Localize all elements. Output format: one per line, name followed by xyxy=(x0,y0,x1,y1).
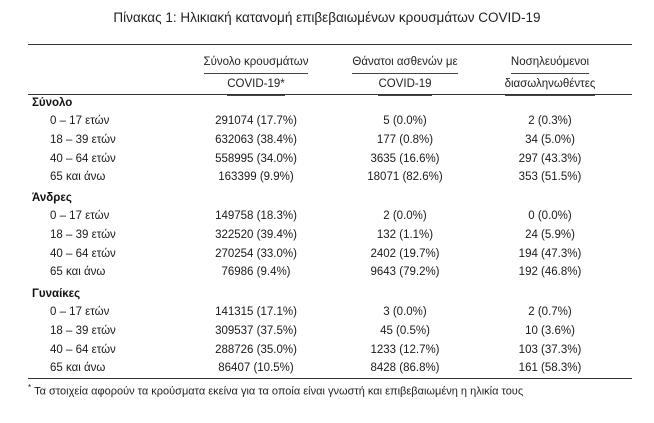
age-cell: 0 – 17 ετών xyxy=(50,306,110,318)
table-row: 40 – 64 ετών 288726 (35.0%) 1233 (12.7%) 10… xyxy=(0,344,654,361)
column-header-intubated-line1: Νοσηλευόμενοι xyxy=(510,52,590,74)
footnote-text: Τα στοιχεία αφορούν τα κρούσματα εκείνα … xyxy=(34,385,524,398)
table-row: 65 και άνω 163399 (9.9%) 18071 (82.6%) 353 … xyxy=(0,171,654,188)
age-cell: 65 και άνω xyxy=(50,266,106,279)
cases-cell: 141315 (17.1%) xyxy=(215,306,297,318)
deaths-cell: 1233 (12.7%) xyxy=(370,343,440,356)
cases-cell: 149758 (18.3%) xyxy=(215,210,297,222)
column-header-deaths-line2: COVID-19 xyxy=(378,74,432,96)
cases-cell: 270254 (33.0%) xyxy=(215,247,297,260)
intubated-cell: 192 (46.8%) xyxy=(518,266,582,279)
table-header-rule xyxy=(28,94,632,95)
table-top-rule xyxy=(28,44,632,45)
section-label: Γυναίκες xyxy=(32,288,81,300)
age-cell: 65 και άνω xyxy=(50,171,106,184)
intubated-cell: 161 (58.3%) xyxy=(518,362,582,375)
age-cell: 0 – 17 ετών xyxy=(50,210,110,222)
intubated-cell: 2 (0.3%) xyxy=(528,115,572,127)
table-row: 0 – 17 ετών 141315 (17.1%) 3 (0.0%) 2 (0.7%… xyxy=(0,306,654,323)
table-row: 18 – 39 ετών 322520 (39.4%) 132 (1.1%) 24 (… xyxy=(0,229,654,246)
table-row: 0 – 17 ετών 149758 (18.3%) 2 (0.0%) 0 (0.0%… xyxy=(0,210,654,227)
deaths-cell: 3635 (16.6%) xyxy=(370,152,440,165)
intubated-cell: 24 (5.9%) xyxy=(525,228,575,241)
column-header-cases: Σύνολο κρουσμάτων COVID-19* xyxy=(186,52,326,96)
column-header-deaths-line1: Θάνατοι ασθενών με xyxy=(352,52,458,74)
table-row: 40 – 64 ετών 270254 (33.0%) 2402 (19.7%) 19… xyxy=(0,248,654,265)
table-row: 65 και άνω 76986 (9.4%) 9643 (79.2%) 192 (4… xyxy=(0,266,654,283)
cases-cell: 163399 (9.9%) xyxy=(218,171,294,184)
table-row: 65 και άνω 86407 (10.5%) 8428 (86.8%) 161 (… xyxy=(0,362,654,379)
cases-cell: 288726 (35.0%) xyxy=(215,343,297,356)
deaths-cell: 177 (0.8%) xyxy=(376,133,434,146)
intubated-cell: 34 (5.0%) xyxy=(525,133,575,146)
column-header-intubated-line2: διασωληνωθέντες xyxy=(504,74,596,96)
cases-cell: 76986 (9.4%) xyxy=(221,266,291,279)
intubated-cell: 194 (47.3%) xyxy=(518,247,582,260)
age-cell: 40 – 64 ετών xyxy=(50,343,116,356)
intubated-cell: 10 (3.6%) xyxy=(525,324,575,337)
intubated-cell: 103 (37.3%) xyxy=(518,343,582,356)
age-cell: 40 – 64 ετών xyxy=(50,247,116,260)
cases-cell: 322520 (39.4%) xyxy=(215,228,297,241)
age-cell: 18 – 39 ετών xyxy=(50,228,116,241)
deaths-cell: 3 (0.0%) xyxy=(383,306,427,318)
age-cell: 18 – 39 ετών xyxy=(50,324,116,337)
deaths-cell: 8428 (86.8%) xyxy=(370,362,440,375)
age-cell: 0 – 17 ετών xyxy=(50,115,110,127)
footnote: * Τα στοιχεία αφορούν τα κρούσματα εκείνα… xyxy=(28,383,638,398)
deaths-cell: 2 (0.0%) xyxy=(383,210,427,222)
age-cell: 65 και άνω xyxy=(50,362,106,375)
cases-cell: 309537 (37.5%) xyxy=(215,324,297,337)
cases-cell: 558995 (34.0%) xyxy=(215,152,297,165)
table-title: Πίνακας 1: Ηλικιακή κατανομή επιβεβαιωμέ… xyxy=(113,10,541,25)
column-header-cases-line1: Σύνολο κρουσμάτων xyxy=(203,52,309,74)
cases-cell: 291074 (17.7%) xyxy=(215,115,297,127)
deaths-cell: 5 (0.0%) xyxy=(383,115,427,127)
column-header-deaths: Θάνατοι ασθενών με COVID-19 xyxy=(335,52,475,96)
cases-cell: 632063 (38.4%) xyxy=(215,133,297,146)
table-row: 40 – 64 ετών 558995 (34.0%) 3635 (16.6%) 29… xyxy=(0,153,654,170)
intubated-cell: 2 (0.7%) xyxy=(528,306,572,318)
table-row: 18 – 39 ετών 309537 (37.5%) 45 (0.5%) 10 (3… xyxy=(0,325,654,342)
table-bottom-rule xyxy=(28,378,632,379)
section-label: Σύνολο xyxy=(32,97,73,109)
section-label: Άνδρες xyxy=(32,192,72,204)
deaths-cell: 132 (1.1%) xyxy=(376,228,434,241)
deaths-cell: 2402 (19.7%) xyxy=(370,247,440,260)
age-cell: 40 – 64 ετών xyxy=(50,152,116,165)
intubated-cell: 297 (43.3%) xyxy=(518,152,582,165)
table-row: 0 – 17 ετών 291074 (17.7%) 5 (0.0%) 2 (0.3%… xyxy=(0,115,654,132)
column-header-cases-line2: COVID-19* xyxy=(227,74,285,96)
cases-cell: 86407 (10.5%) xyxy=(218,362,294,375)
intubated-cell: 353 (51.5%) xyxy=(518,171,582,184)
deaths-cell: 45 (0.5%) xyxy=(380,324,430,337)
deaths-cell: 18071 (82.6%) xyxy=(367,171,443,184)
deaths-cell: 9643 (79.2%) xyxy=(370,266,440,279)
age-cell: 18 – 39 ετών xyxy=(50,133,116,146)
column-header-intubated: Νοσηλευόμενοι διασωληνωθέντες xyxy=(480,52,620,96)
table-row: 18 – 39 ετών 632063 (38.4%) 177 (0.8%) 34 (… xyxy=(0,134,654,151)
intubated-cell: 0 (0.0%) xyxy=(528,210,572,222)
footnote-mark: * xyxy=(28,383,32,392)
